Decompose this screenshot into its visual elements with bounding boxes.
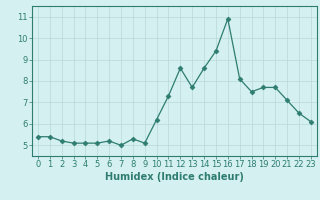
X-axis label: Humidex (Indice chaleur): Humidex (Indice chaleur): [105, 172, 244, 182]
